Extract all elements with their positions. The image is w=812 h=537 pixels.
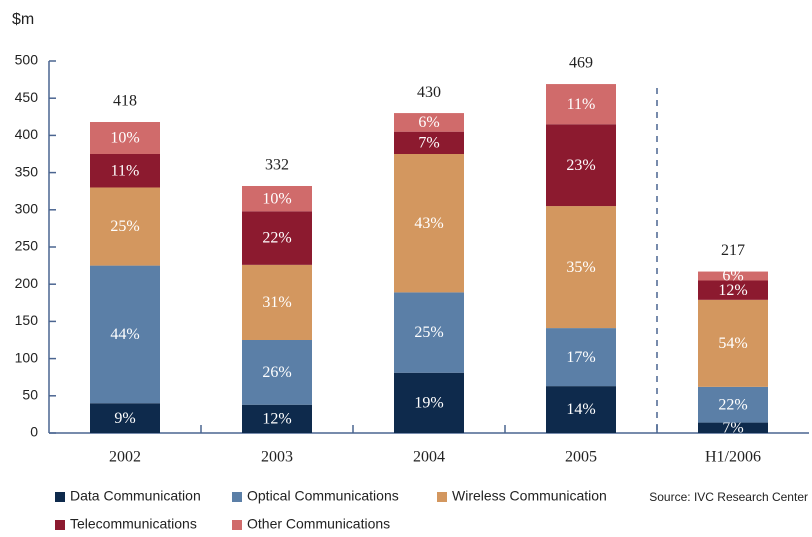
total-label: 430	[417, 84, 441, 101]
legend-label: Optical Communications	[247, 488, 399, 504]
value-label: 7%	[418, 135, 439, 152]
y-tick-label: 350	[15, 163, 39, 179]
value-label: 7%	[722, 419, 743, 436]
value-label: 43%	[414, 215, 443, 232]
y-tick-label: 150	[15, 312, 39, 328]
total-label: 332	[265, 157, 289, 174]
legend-swatch	[437, 492, 447, 502]
y-tick-label: 0	[30, 424, 38, 440]
legend-label: Other Communications	[247, 516, 390, 532]
legend-swatch	[232, 492, 242, 502]
value-label: 11%	[567, 96, 596, 113]
bar-segment	[90, 187, 160, 266]
bar-segment	[242, 404, 312, 433]
x-tick-label: 2003	[261, 449, 293, 466]
bar-segment	[546, 386, 616, 433]
bar-segment	[698, 422, 768, 433]
source: Source: IVC Research Center	[649, 490, 808, 504]
value-label: 44%	[110, 326, 139, 343]
value-label: 25%	[414, 324, 443, 341]
legend-label: Wireless Communication	[452, 488, 607, 504]
value-label: 17%	[566, 349, 595, 366]
bar-segment	[698, 271, 768, 281]
bar-segment	[546, 206, 616, 329]
bar-segment	[90, 403, 160, 433]
value-label: 14%	[566, 401, 595, 418]
value-label: 23%	[566, 157, 595, 174]
value-label: 12%	[718, 282, 747, 299]
bar-segment	[698, 386, 768, 423]
legend-label: Data Communication	[70, 488, 201, 504]
value-label: 6%	[418, 114, 439, 131]
value-label: 54%	[718, 335, 747, 352]
y-tick-label: 450	[15, 89, 39, 105]
x-tick-label: 2002	[109, 449, 141, 466]
x-tick-label: 2004	[413, 449, 445, 466]
legend-swatch	[55, 520, 65, 530]
y-tick-label: 100	[15, 349, 39, 365]
value-label: 35%	[566, 259, 595, 276]
bar-segment	[242, 211, 312, 265]
y-tick-label: 400	[15, 126, 39, 142]
x-tick-label: H1/2006	[705, 449, 761, 466]
bar-segment	[394, 131, 464, 154]
value-label: 9%	[114, 410, 135, 427]
x-tick-label: 2005	[565, 449, 597, 466]
legend-label: Telecommunications	[70, 516, 197, 532]
bar-segment	[698, 299, 768, 387]
bar-segment	[90, 154, 160, 188]
y-axis-label: $m	[12, 11, 34, 28]
value-label: 10%	[262, 190, 291, 207]
total-label: 217	[721, 242, 745, 259]
bar-segment	[242, 340, 312, 405]
value-label: 19%	[414, 395, 443, 412]
bar-segment	[242, 264, 312, 340]
bar-segment	[546, 84, 616, 125]
bar-segment	[546, 328, 616, 387]
value-label: 12%	[262, 411, 291, 428]
legend-swatch	[232, 520, 242, 530]
bar-segment	[90, 122, 160, 154]
value-label: 22%	[262, 230, 291, 247]
total-label: 469	[569, 55, 593, 72]
bar-segment	[546, 124, 616, 207]
bar-segment	[394, 154, 464, 293]
y-tick-label: 250	[15, 238, 39, 254]
bar-segment	[90, 265, 160, 404]
value-label: 31%	[262, 294, 291, 311]
bar-segment	[394, 292, 464, 373]
value-label: 25%	[110, 218, 139, 235]
bar-segment	[698, 280, 768, 300]
y-tick-label: 300	[15, 201, 39, 217]
y-tick-label: 200	[15, 275, 39, 291]
y-tick-label: 500	[15, 52, 39, 68]
y-tick-label: 50	[22, 387, 38, 403]
bar-segment	[394, 372, 464, 433]
value-label: 26%	[262, 364, 291, 381]
value-label: 22%	[718, 396, 747, 413]
value-label: 6%	[722, 268, 743, 285]
value-label: 10%	[110, 130, 139, 147]
bar-segment	[394, 113, 464, 132]
bar-segment	[242, 185, 312, 212]
legend-swatch	[55, 492, 65, 502]
value-label: 11%	[111, 162, 140, 179]
total-label: 418	[113, 93, 137, 110]
